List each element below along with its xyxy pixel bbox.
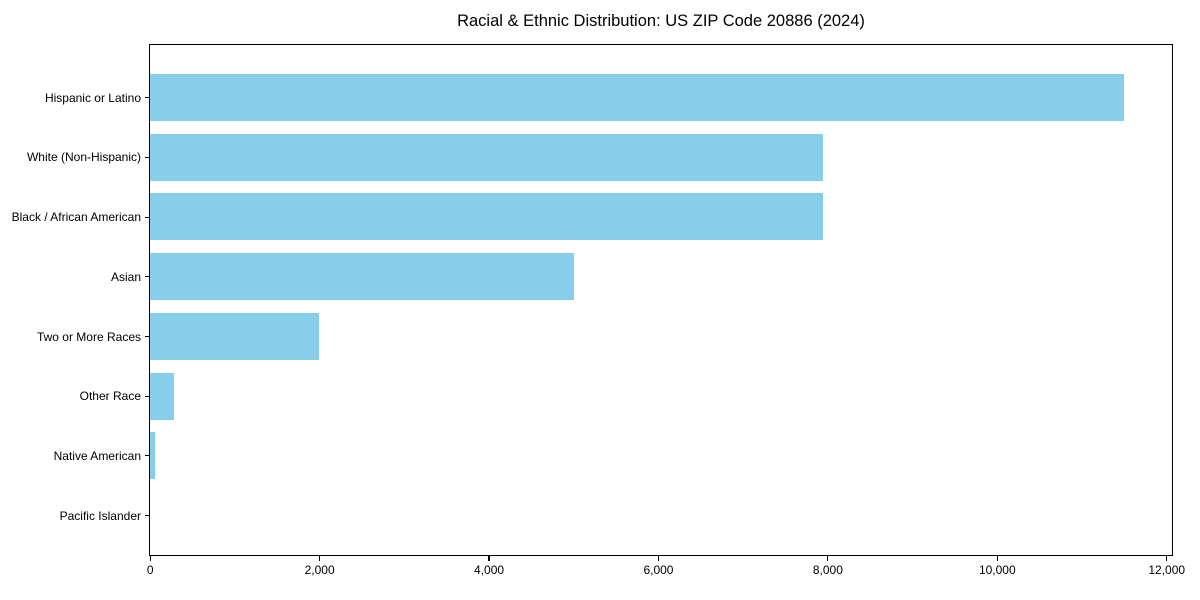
bar-white-non-hispanic [150,133,824,181]
x-tick-label: 12,000 [1148,563,1186,577]
y-axis-label: White (Non-Hispanic) [26,150,141,165]
chart-title: Racial & Ethnic Distribution: US ZIP Cod… [457,12,865,30]
y-axis-label: Native American [53,448,141,463]
bar-two-or-more-races [150,312,320,360]
x-tick-label: 6,000 [643,563,674,577]
y-axis-label: Pacific Islander [59,508,141,523]
plot-area [149,44,1173,556]
x-axis-tick [827,556,829,561]
bar-hispanic-or-latino [150,74,1125,121]
y-axis-label: Other Race [79,389,141,404]
x-axis-tick [319,556,321,561]
y-axis-tick [144,395,149,397]
y-axis-tick [144,216,149,218]
x-tick-label: 10,000 [978,563,1016,577]
x-tick-label: 2,000 [304,563,335,577]
y-axis-tick [144,455,149,457]
x-axis-tick [996,556,998,561]
x-axis-tick [1166,556,1168,561]
x-tick-label: 8,000 [812,563,843,577]
x-tick-label: 0 [146,563,154,577]
y-axis-label: Hispanic or Latino [44,90,141,105]
y-axis-tick [144,97,149,99]
x-tick-label: 4,000 [474,563,505,577]
bar-other-race [150,372,174,420]
y-axis-tick [144,335,149,338]
bar-native-american [150,432,156,480]
y-axis-label: Black / African American [11,210,141,225]
bar-black-african-american [150,193,824,241]
bar-asian [150,253,574,301]
y-axis-tick [144,515,149,517]
x-axis-tick [149,556,151,561]
x-axis-tick [657,556,660,561]
y-axis-tick [144,156,149,158]
y-axis-tick [144,276,149,278]
y-axis-label: Asian [110,269,141,284]
x-axis-tick [488,556,490,561]
y-axis-label: Two or More Races [36,329,141,344]
